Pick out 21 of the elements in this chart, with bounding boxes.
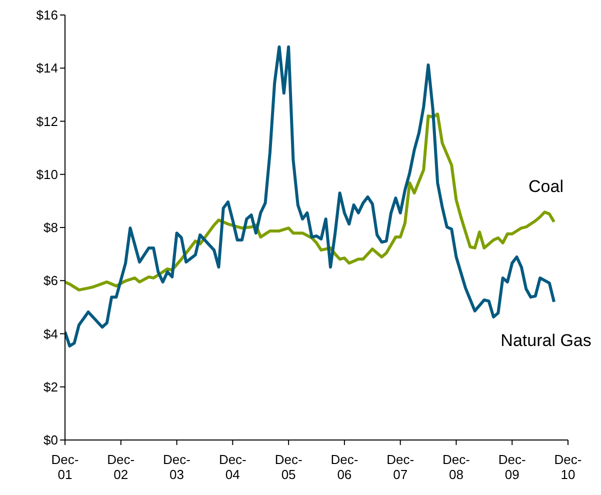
series-label: Natural Gas [500, 330, 592, 350]
y-tick-label: $0 [44, 432, 58, 448]
x-tick-label: Dec-10 [554, 452, 582, 482]
x-tick-label: Dec-08 [442, 452, 470, 482]
x-tick-label: Dec-07 [386, 452, 414, 482]
x-tick-label: Dec-04 [218, 452, 246, 482]
x-tick-label: Dec-02 [107, 452, 135, 482]
y-tick-label: $16 [36, 8, 58, 23]
series-label: Coal [528, 176, 564, 196]
y-tick-label: $6 [44, 273, 58, 288]
y-tick-label: $2 [44, 379, 58, 394]
y-tick-label: $4 [44, 326, 58, 342]
y-tick-label: $8 [44, 220, 58, 236]
y-tick-label: $12 [36, 114, 58, 129]
y-tick-label: $14 [36, 60, 58, 76]
x-tick-label: Dec-05 [274, 452, 302, 482]
y-tick-label: $10 [36, 166, 58, 182]
x-tick-label: Dec-03 [163, 452, 191, 482]
x-tick-label: Dec-09 [498, 452, 526, 482]
x-tick-label: Dec-01 [51, 452, 79, 482]
x-tick-label: Dec-06 [330, 452, 358, 482]
